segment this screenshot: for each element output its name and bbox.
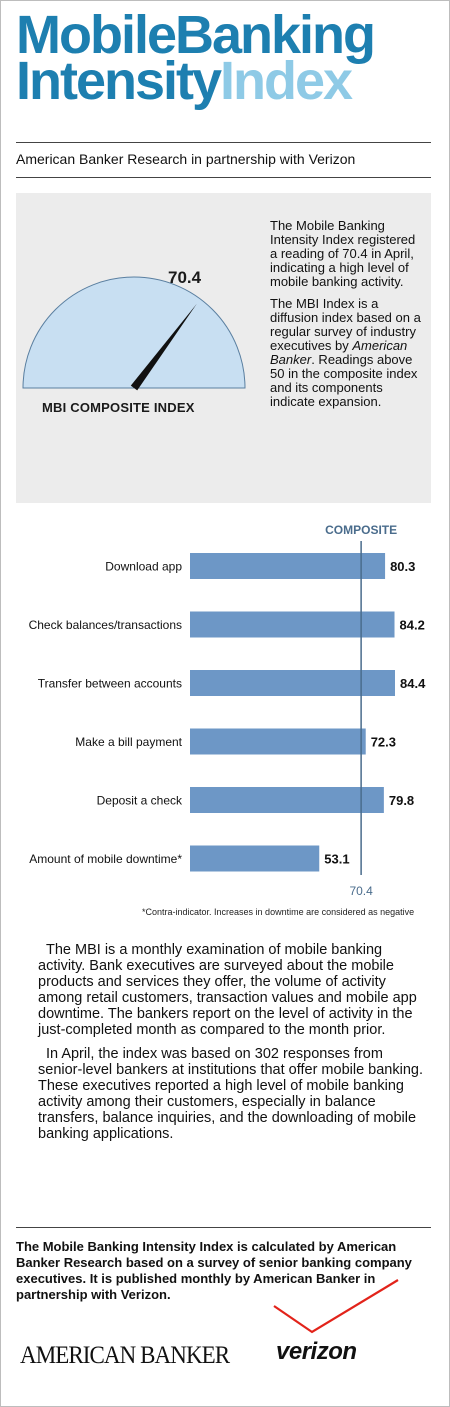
verizon-wordmark: verizon — [276, 1338, 357, 1365]
footer-text: The Mobile Banking Intensity Index is ca… — [16, 1239, 412, 1302]
value-label-2: 84.4 — [400, 676, 426, 691]
verizon-logo: verizon — [272, 1276, 402, 1396]
chart-footnote: *Contra-indicator. Increases in downtime… — [142, 907, 415, 917]
value-label-3: 72.3 — [371, 735, 396, 750]
gauge-description: The Mobile Banking Intensity Index regis… — [270, 219, 425, 417]
title-line-2: IntensityIndex — [16, 51, 353, 111]
gauge-paragraph-2: The MBI Index is a diffusion index based… — [270, 296, 421, 409]
divider-subtitle — [16, 177, 431, 178]
page-title: MobileBanking IntensityIndex — [16, 5, 436, 111]
component-bar-chart: Download app 80.3 Check balances/transacti… — [29, 523, 426, 898]
american-banker-logo: AMERICAN BANKER — [20, 1342, 230, 1369]
divider-footer — [16, 1227, 431, 1228]
value-label-4: 79.8 — [389, 793, 414, 808]
bar-3 — [190, 728, 366, 755]
composite-value-label: 70.4 — [349, 884, 373, 898]
subtitle: American Banker Research in partnership … — [16, 151, 356, 167]
body-paragraph-1: The MBI is a monthly examination of mobi… — [38, 942, 417, 1038]
title-line-1: MobileBanking — [16, 5, 376, 65]
gauge-paragraph-1: The Mobile Banking Intensity Index regis… — [270, 218, 416, 289]
bar-1 — [190, 611, 395, 638]
gauge-needle — [130, 303, 197, 391]
category-label-3: Make a bill payment — [75, 735, 182, 749]
category-label-1: Check balances/transactions — [29, 618, 182, 632]
gauge-dial — [22, 276, 246, 391]
bar-5 — [190, 845, 320, 872]
value-label-0: 80.3 — [390, 559, 415, 574]
category-label-4: Deposit a check — [97, 794, 183, 808]
composite-label: COMPOSITE — [325, 523, 397, 537]
verizon-check-icon — [273, 1279, 399, 1334]
body-paragraph-2: In April, the index was based on 302 res… — [38, 1046, 424, 1142]
gauge-value: 70.4 — [168, 268, 202, 287]
gauge-label: MBI COMPOSITE INDEX — [42, 400, 195, 415]
gauge-arc — [22, 276, 246, 389]
category-label-2: Transfer between accounts — [38, 677, 182, 691]
divider-top — [16, 142, 431, 143]
bar-0 — [190, 553, 386, 579]
bar-4 — [190, 787, 384, 813]
category-label-0: Download app — [105, 560, 182, 574]
category-label-5: Amount of mobile downtime* — [29, 852, 182, 866]
value-label-5: 53.1 — [324, 852, 349, 867]
body-text: The MBI is a monthly examination of mobi… — [38, 942, 430, 1150]
bar-2 — [190, 670, 395, 696]
value-label-1: 84.2 — [400, 618, 425, 633]
